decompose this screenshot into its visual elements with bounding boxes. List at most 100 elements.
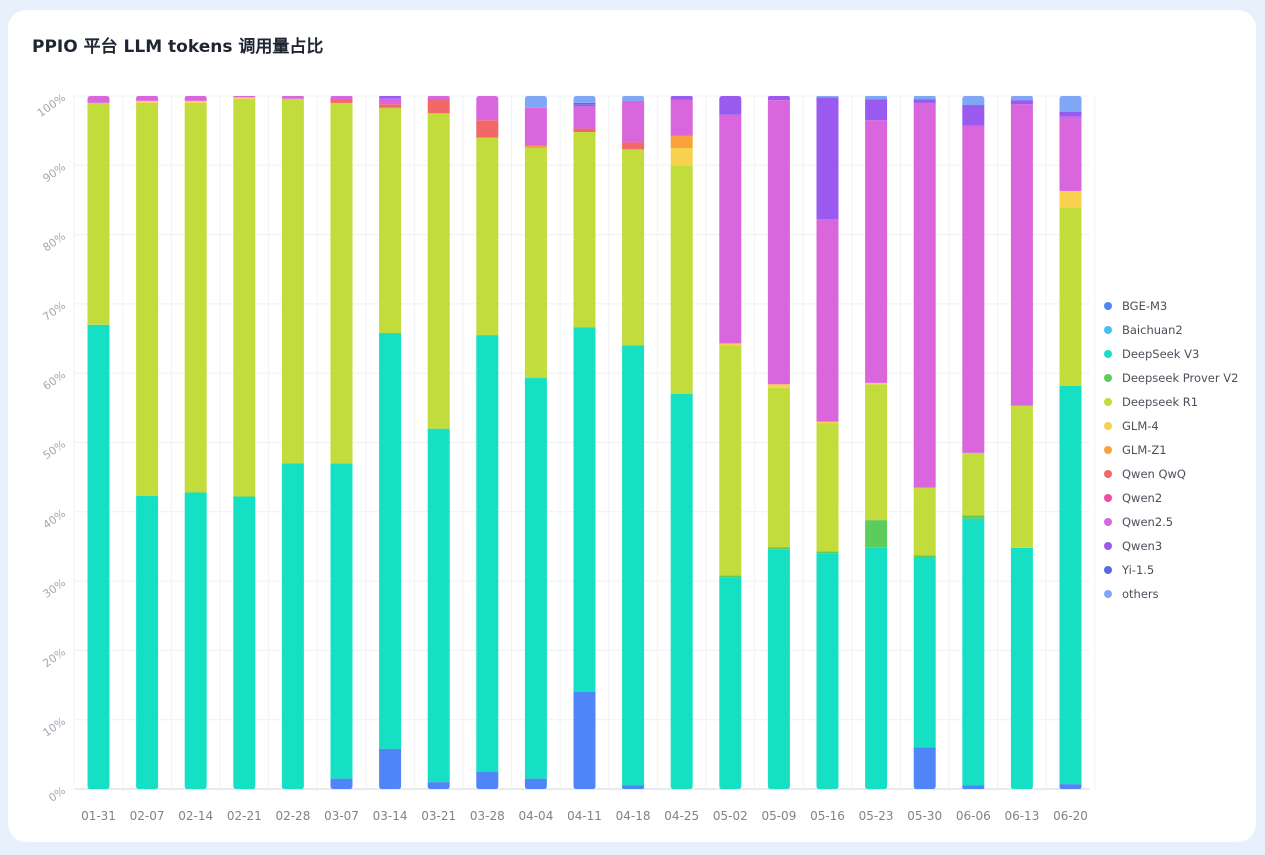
bar-segment [1059, 784, 1082, 789]
legend-item[interactable]: Qwen QwQ [1104, 462, 1238, 486]
legend-item[interactable]: GLM-4 [1104, 414, 1238, 438]
legend-swatch [1104, 302, 1112, 310]
bar-segment [865, 382, 888, 385]
bar-segment [427, 113, 450, 429]
bar-segment [865, 96, 888, 100]
bar-segment [767, 96, 790, 101]
y-tick-label: 50% [41, 438, 68, 463]
bar-segment [379, 104, 402, 108]
bar-segment [573, 128, 596, 133]
bar-segment [962, 452, 985, 516]
bar-segment [573, 102, 596, 105]
x-tick-label: 05-02 [713, 809, 748, 823]
bar-segment [233, 98, 256, 497]
legend-item[interactable]: Qwen2 [1104, 486, 1238, 510]
x-tick-label: 03-28 [470, 809, 505, 823]
bar-segment [913, 557, 936, 748]
bar-segment [622, 149, 645, 346]
bar-segment [476, 96, 499, 121]
bar-segment [136, 96, 159, 101]
bar-segment [379, 333, 402, 749]
bar-segment [524, 147, 547, 379]
bar-segment [767, 384, 790, 388]
bar-segment [865, 520, 888, 548]
bar-segment [1010, 96, 1033, 101]
legend-item[interactable]: Deepseek R1 [1104, 390, 1238, 414]
bar-segment [913, 555, 936, 558]
bar-segment [816, 97, 839, 220]
x-tick-label: 06-20 [1053, 809, 1088, 823]
bar-segment [719, 343, 742, 346]
x-tick-label: 03-21 [421, 809, 456, 823]
legend-label: Qwen3 [1122, 539, 1163, 553]
legend-item[interactable]: GLM-Z1 [1104, 438, 1238, 462]
y-tick-label: 30% [41, 576, 68, 601]
bar-segment [670, 96, 693, 100]
bar-segment [767, 387, 790, 548]
bar-segment [670, 147, 693, 166]
bar-segment [719, 96, 742, 115]
legend-label: BGE-M3 [1122, 299, 1168, 313]
x-tick-label: 05-16 [810, 809, 845, 823]
y-tick-label: 40% [41, 507, 68, 532]
bar-segment [913, 96, 936, 100]
legend-item[interactable]: Qwen3 [1104, 534, 1238, 558]
bar-segment [330, 102, 353, 464]
legend-item[interactable]: Deepseek Prover V2 [1104, 366, 1238, 390]
bar-segment [913, 99, 936, 103]
bar-segment [865, 384, 888, 521]
legend-item[interactable]: others [1104, 582, 1238, 606]
x-tick-label: 03-07 [324, 809, 359, 823]
bar-segment [767, 549, 790, 789]
bar-segment [670, 165, 693, 394]
bar-segment [427, 782, 450, 789]
bar-segment [184, 492, 207, 789]
bar-segment [573, 327, 596, 692]
bar-segment [330, 96, 353, 100]
bar-segment [524, 107, 547, 146]
x-tick-label: 04-11 [567, 809, 602, 823]
legend-item[interactable]: Qwen2.5 [1104, 510, 1238, 534]
y-tick-label: 10% [41, 715, 68, 740]
legend-item[interactable]: Yi-1.5 [1104, 558, 1238, 582]
bar-segment [136, 100, 159, 103]
legend-item[interactable]: Baichuan2 [1104, 318, 1238, 342]
bar-segment [330, 463, 353, 779]
legend-item[interactable]: DeepSeek V3 [1104, 342, 1238, 366]
bar-segment [573, 106, 596, 129]
bar-segment [281, 96, 304, 99]
bar-segment [1059, 111, 1082, 117]
legend-swatch [1104, 566, 1112, 574]
bar-segment [87, 96, 110, 103]
legend-swatch [1104, 326, 1112, 334]
bar-segment [816, 96, 839, 98]
bar-segment [670, 135, 693, 148]
bar-segment [1059, 190, 1082, 208]
y-tick-label: 70% [41, 299, 68, 324]
chart-legend: BGE-M3 Baichuan2 DeepSeek V3 Deepseek Prove… [1104, 294, 1238, 606]
x-tick-label: 02-21 [227, 809, 262, 823]
bar-segment [1059, 96, 1082, 112]
legend-item[interactable]: BGE-M3 [1104, 294, 1238, 318]
bar-segment [136, 102, 159, 496]
x-tick-label: 05-09 [761, 809, 796, 823]
bar-segment [184, 100, 207, 103]
y-tick-label: 100% [35, 91, 68, 120]
bar-segment [719, 345, 742, 576]
bar-segment [233, 96, 256, 98]
x-tick-label: 02-28 [275, 809, 310, 823]
bar-segment [379, 748, 402, 789]
x-tick-label: 04-18 [616, 809, 651, 823]
bar-segment [427, 99, 450, 114]
bar-segment [816, 423, 839, 552]
bar-segment [719, 577, 742, 789]
legend-label: Qwen QwQ [1122, 467, 1186, 481]
bar-segment [1010, 100, 1033, 105]
legend-label: GLM-Z1 [1122, 443, 1167, 457]
bar-segment [476, 120, 499, 138]
bar-segment [330, 99, 353, 103]
legend-label: Yi-1.5 [1122, 563, 1155, 577]
y-tick-label: 0% [46, 784, 68, 805]
y-tick-label: 80% [41, 230, 68, 255]
bar-segment [767, 547, 790, 550]
